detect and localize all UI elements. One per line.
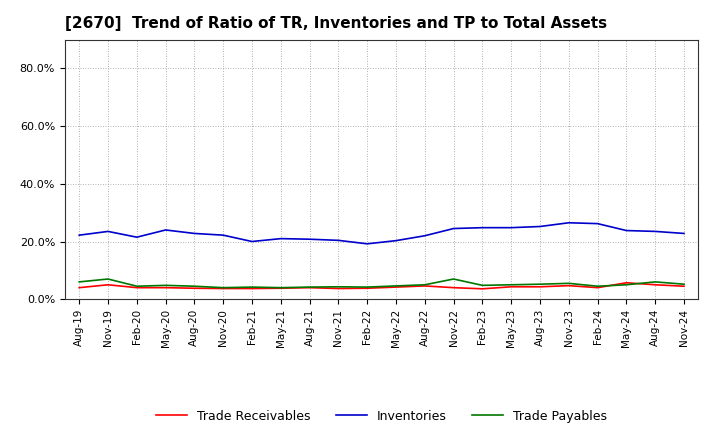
Trade Payables bbox=[334, 284, 343, 290]
Trade Payables bbox=[564, 281, 573, 286]
Trade Receivables bbox=[564, 283, 573, 288]
Trade Receivables bbox=[536, 284, 544, 290]
Trade Receivables bbox=[363, 286, 372, 291]
Trade Payables bbox=[75, 279, 84, 285]
Trade Receivables bbox=[593, 285, 602, 290]
Inventories bbox=[334, 238, 343, 243]
Line: Trade Receivables: Trade Receivables bbox=[79, 283, 684, 289]
Trade Payables bbox=[363, 284, 372, 290]
Inventories bbox=[622, 228, 631, 233]
Inventories bbox=[536, 224, 544, 229]
Inventories bbox=[276, 236, 285, 241]
Trade Payables bbox=[161, 283, 170, 288]
Trade Payables bbox=[593, 284, 602, 289]
Inventories bbox=[593, 221, 602, 226]
Trade Receivables bbox=[75, 285, 84, 290]
Trade Payables bbox=[132, 284, 141, 289]
Trade Payables bbox=[420, 282, 429, 287]
Inventories bbox=[305, 237, 314, 242]
Trade Receivables bbox=[248, 286, 256, 291]
Trade Receivables bbox=[392, 284, 400, 290]
Trade Receivables bbox=[507, 284, 516, 290]
Inventories bbox=[449, 226, 458, 231]
Line: Inventories: Inventories bbox=[79, 223, 684, 244]
Trade Receivables bbox=[190, 286, 199, 291]
Text: [2670]  Trend of Ratio of TR, Inventories and TP to Total Assets: [2670] Trend of Ratio of TR, Inventories… bbox=[65, 16, 607, 32]
Trade Receivables bbox=[420, 283, 429, 289]
Inventories bbox=[104, 229, 112, 234]
Trade Receivables bbox=[305, 285, 314, 290]
Inventories bbox=[219, 232, 228, 238]
Inventories bbox=[651, 229, 660, 234]
Trade Receivables bbox=[622, 280, 631, 286]
Inventories bbox=[420, 233, 429, 238]
Trade Receivables bbox=[478, 286, 487, 291]
Trade Receivables bbox=[276, 286, 285, 291]
Inventories bbox=[680, 231, 688, 236]
Trade Payables bbox=[305, 284, 314, 290]
Trade Receivables bbox=[104, 282, 112, 287]
Trade Payables bbox=[507, 282, 516, 287]
Trade Payables bbox=[190, 284, 199, 289]
Inventories bbox=[564, 220, 573, 225]
Trade Payables bbox=[219, 285, 228, 290]
Trade Payables bbox=[680, 282, 688, 287]
Inventories bbox=[132, 235, 141, 240]
Trade Receivables bbox=[161, 285, 170, 290]
Line: Trade Payables: Trade Payables bbox=[79, 279, 684, 288]
Trade Payables bbox=[449, 276, 458, 282]
Trade Payables bbox=[536, 282, 544, 287]
Legend: Trade Receivables, Inventories, Trade Payables: Trade Receivables, Inventories, Trade Pa… bbox=[151, 405, 612, 428]
Trade Payables bbox=[651, 279, 660, 285]
Inventories bbox=[161, 227, 170, 233]
Inventories bbox=[75, 232, 84, 238]
Trade Payables bbox=[478, 283, 487, 288]
Inventories bbox=[363, 241, 372, 246]
Trade Payables bbox=[248, 284, 256, 290]
Trade Receivables bbox=[219, 286, 228, 291]
Inventories bbox=[507, 225, 516, 230]
Trade Payables bbox=[622, 282, 631, 287]
Inventories bbox=[392, 238, 400, 243]
Trade Payables bbox=[276, 285, 285, 290]
Trade Receivables bbox=[651, 282, 660, 287]
Inventories bbox=[478, 225, 487, 230]
Trade Receivables bbox=[334, 286, 343, 291]
Inventories bbox=[248, 239, 256, 244]
Inventories bbox=[190, 231, 199, 236]
Trade Receivables bbox=[132, 285, 141, 290]
Trade Payables bbox=[392, 283, 400, 289]
Trade Receivables bbox=[449, 285, 458, 290]
Trade Payables bbox=[104, 276, 112, 282]
Trade Receivables bbox=[680, 284, 688, 289]
